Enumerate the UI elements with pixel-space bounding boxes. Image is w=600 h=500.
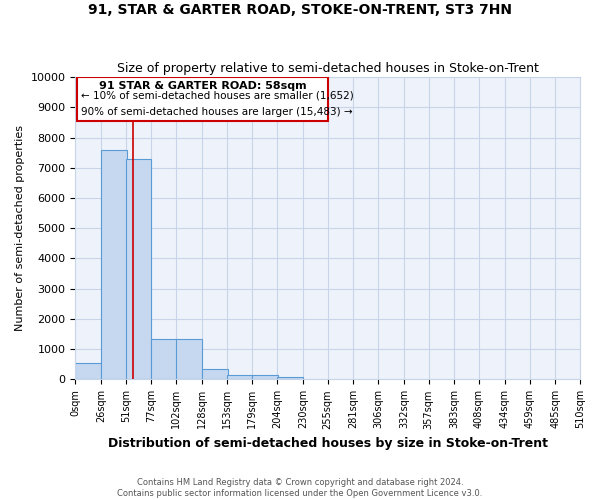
Bar xyxy=(75,363,101,380)
Bar xyxy=(227,374,253,380)
Bar xyxy=(202,370,227,380)
Bar xyxy=(277,376,303,380)
Bar xyxy=(253,374,278,380)
Text: ← 10% of semi-detached houses are smaller (1,652): ← 10% of semi-detached houses are smalle… xyxy=(81,91,354,101)
Title: Size of property relative to semi-detached houses in Stoke-on-Trent: Size of property relative to semi-detach… xyxy=(117,62,539,74)
Bar xyxy=(151,338,177,380)
Text: 90% of semi-detached houses are larger (15,483) →: 90% of semi-detached houses are larger (… xyxy=(81,107,353,117)
Y-axis label: Number of semi-detached properties: Number of semi-detached properties xyxy=(15,125,25,331)
Bar xyxy=(101,150,127,380)
Text: 91, STAR & GARTER ROAD, STOKE-ON-TRENT, ST3 7HN: 91, STAR & GARTER ROAD, STOKE-ON-TRENT, … xyxy=(88,2,512,16)
X-axis label: Distribution of semi-detached houses by size in Stoke-on-Trent: Distribution of semi-detached houses by … xyxy=(107,437,548,450)
Bar xyxy=(176,338,202,380)
Bar xyxy=(126,158,151,380)
Bar xyxy=(77,77,328,120)
Text: Contains HM Land Registry data © Crown copyright and database right 2024.
Contai: Contains HM Land Registry data © Crown c… xyxy=(118,478,482,498)
Text: 91 STAR & GARTER ROAD: 58sqm: 91 STAR & GARTER ROAD: 58sqm xyxy=(98,82,306,92)
